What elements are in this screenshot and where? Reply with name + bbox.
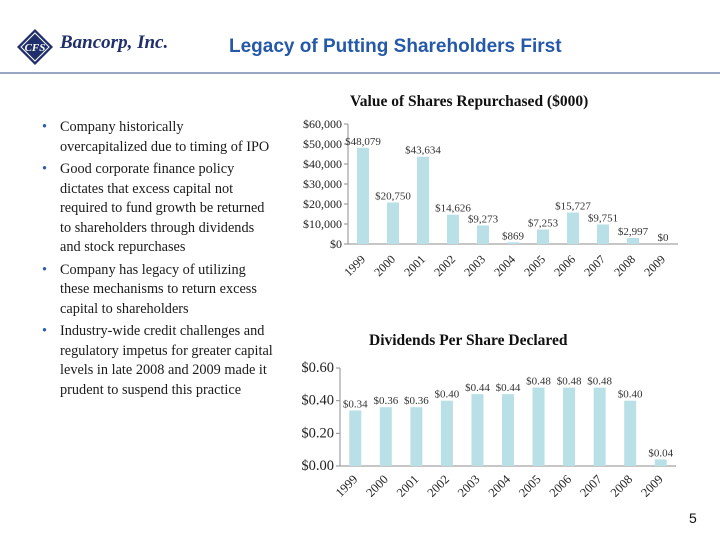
chart-bar <box>417 156 429 244</box>
cfs-logo-mark-icon: CFS <box>17 29 53 65</box>
data-label: $0.36 <box>404 395 429 407</box>
chart-bar <box>567 212 579 244</box>
y-tick-label: $30,000 <box>303 177 342 191</box>
chart-bar <box>471 394 484 466</box>
data-label: $0.36 <box>373 395 398 407</box>
x-tick-label: 2005 <box>521 252 548 279</box>
bullet-item: Company has legacy of utilizing these me… <box>42 261 274 320</box>
chart-bar <box>624 400 637 466</box>
data-label: $0.40 <box>435 389 460 401</box>
chart-bar <box>593 387 606 466</box>
x-tick-label: 2003 <box>461 252 488 279</box>
data-label: $9,273 <box>468 213 499 225</box>
data-label: $14,626 <box>435 203 471 215</box>
x-tick-label: 2004 <box>486 472 514 500</box>
chart-bar <box>532 387 545 466</box>
bullet-item: Industry-wide credit challenges and regu… <box>42 322 274 400</box>
chart-bar <box>349 410 362 466</box>
header-divider <box>0 72 720 74</box>
data-label: $0 <box>658 232 670 244</box>
data-label: $7,253 <box>528 217 559 229</box>
x-tick-label: 2000 <box>371 252 398 279</box>
logo-text: Bancorp, Inc. <box>60 32 169 53</box>
y-tick-label: $0.20 <box>301 425 334 441</box>
x-tick-label: 2001 <box>401 252 428 279</box>
page-number: 5 <box>689 510 697 526</box>
data-label: $15,727 <box>555 201 591 213</box>
data-label: $0.44 <box>465 382 490 394</box>
bullet-item: Company historically overcapitalized due… <box>42 118 274 157</box>
y-tick-label: $50,000 <box>303 137 342 151</box>
x-tick-label: 2008 <box>608 472 636 500</box>
company-logo: CFS Bancorp, Inc. <box>14 26 210 66</box>
x-tick-label: 2006 <box>551 252 578 279</box>
chart-bar <box>477 225 489 244</box>
x-tick-label: 1999 <box>341 252 368 279</box>
chart-bar <box>357 147 369 244</box>
data-label: $9,751 <box>588 212 618 224</box>
chart-bar <box>654 459 667 466</box>
data-label: $0.48 <box>557 376 582 388</box>
chart-bar <box>507 242 519 244</box>
chart-bar <box>627 238 639 244</box>
logo-mark-text: CFS <box>25 42 46 54</box>
y-tick-label: $10,000 <box>303 217 342 231</box>
bullet-list: Company historically overcapitalized due… <box>42 118 274 403</box>
dividend-chart-title: Dividends Per Share Declared <box>369 332 568 349</box>
data-label: $0.44 <box>496 382 521 394</box>
repurchase-chart-title: Value of Shares Repurchased ($000) <box>350 93 589 110</box>
chart-bar <box>440 400 453 466</box>
data-label: $0.40 <box>618 389 643 401</box>
x-tick-label: 2009 <box>638 472 666 500</box>
chart-bar <box>537 229 549 244</box>
x-tick-label: 2002 <box>431 252 458 279</box>
x-tick-label: 2001 <box>394 472 422 500</box>
x-tick-label: 2008 <box>611 252 638 279</box>
y-tick-label: $60,000 <box>303 117 342 131</box>
y-tick-label: $0.60 <box>301 360 334 376</box>
bullet-item: Good corporate finance policy dictates t… <box>42 160 274 258</box>
x-tick-label: 2007 <box>577 472 605 500</box>
chart-bar <box>410 407 423 466</box>
data-label: $0.48 <box>526 376 551 388</box>
x-tick-label: 2000 <box>363 472 391 500</box>
data-label: $20,750 <box>375 191 411 203</box>
data-label: $0.34 <box>343 398 368 410</box>
data-label: $869 <box>502 230 525 242</box>
data-label: $0.04 <box>648 447 673 459</box>
y-tick-label: $0 <box>330 237 342 251</box>
chart-bar <box>387 202 399 244</box>
x-tick-label: 2006 <box>547 472 575 500</box>
chart-bar <box>379 407 392 466</box>
y-tick-label: $20,000 <box>303 197 342 211</box>
x-tick-label: 2005 <box>516 472 544 500</box>
x-tick-label: 2007 <box>581 252 608 279</box>
y-tick-label: $40,000 <box>303 157 342 171</box>
y-tick-label: $0.00 <box>301 458 334 474</box>
data-label: $48,079 <box>345 136 381 148</box>
slide-title: Legacy of Putting Shareholders First <box>229 36 562 57</box>
data-label: $2,997 <box>618 226 649 238</box>
chart-bar <box>563 387 576 466</box>
x-tick-label: 2003 <box>455 472 483 500</box>
x-tick-label: 2009 <box>641 252 668 279</box>
chart-bar <box>447 214 459 244</box>
data-label: $43,634 <box>405 145 441 157</box>
x-tick-label: 2002 <box>424 472 452 500</box>
y-tick-label: $0.40 <box>301 393 334 409</box>
data-label: $0.48 <box>587 376 612 388</box>
chart-bar <box>502 394 514 466</box>
chart-bar <box>597 224 609 244</box>
x-tick-label: 1999 <box>333 472 361 500</box>
x-tick-label: 2004 <box>491 252 518 279</box>
